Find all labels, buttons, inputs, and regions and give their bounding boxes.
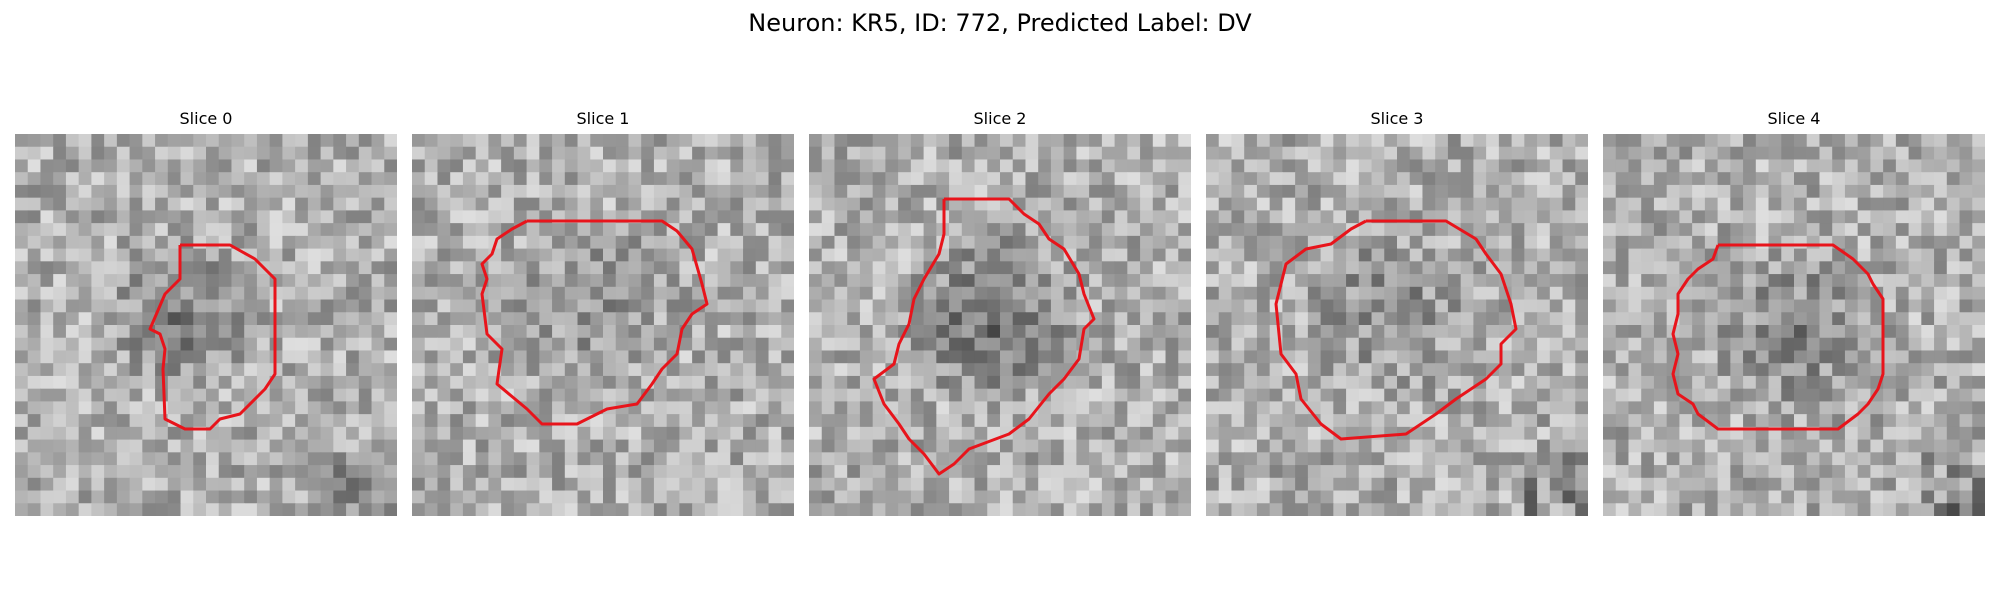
slice-title: Slice 0: [179, 109, 233, 128]
segmentation-contour: [1274, 219, 1518, 441]
microscopy-slice-image: [809, 134, 1191, 516]
microscopy-slice-image: [1206, 134, 1588, 516]
slice-panel-0: Slice 0: [15, 108, 397, 516]
segmentation-contour: [148, 243, 277, 431]
microscopy-slice-image: [412, 134, 794, 516]
figure-title: Neuron: KR5, ID: 772, Predicted Label: D…: [748, 9, 1252, 37]
slice-panel-4: Slice 4: [1603, 108, 1985, 516]
slice-panel-2: Slice 2: [809, 108, 1191, 516]
microscopy-slice-image: [15, 134, 397, 516]
microscopy-slice-image: [1603, 134, 1985, 516]
slice-title: Slice 4: [1767, 109, 1821, 128]
slice-title: Slice 1: [576, 109, 630, 128]
segmentation-contour: [480, 219, 709, 426]
slice-panel-1: Slice 1: [412, 108, 794, 516]
segmentation-contour: [872, 197, 1096, 476]
slice-title: Slice 3: [1370, 109, 1424, 128]
slice-panel-3: Slice 3: [1206, 108, 1588, 516]
segmentation-contour: [1671, 243, 1885, 431]
slice-title: Slice 2: [973, 109, 1027, 128]
